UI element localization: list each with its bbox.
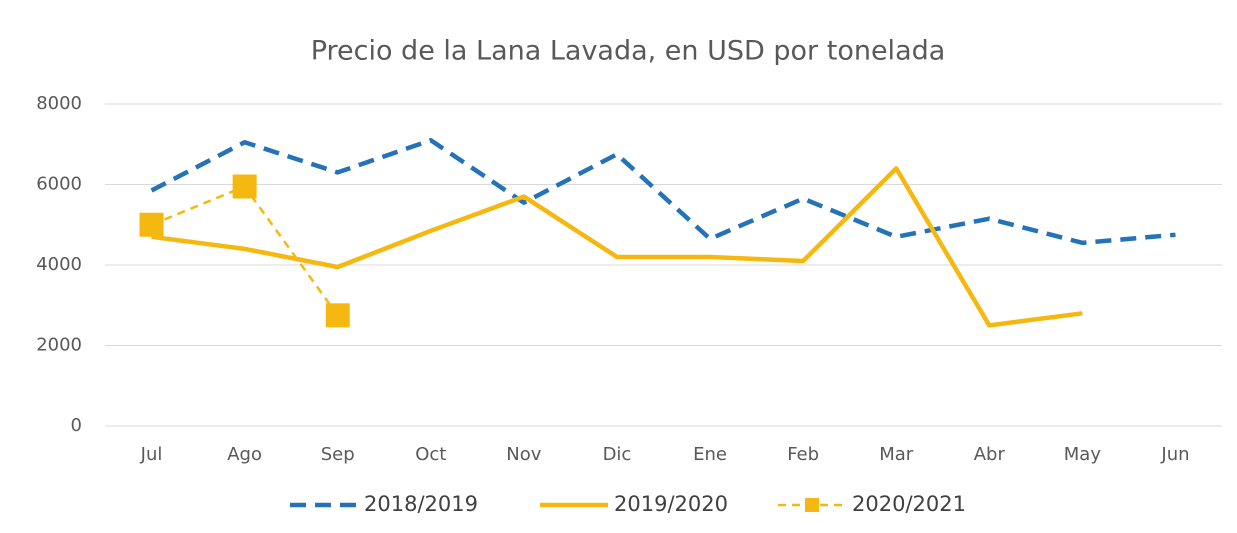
legend-label: 2020/2021 xyxy=(852,492,966,516)
y-tick-label: 0 xyxy=(71,415,82,436)
x-tick-label: Feb xyxy=(787,444,819,465)
x-tick-label: Jun xyxy=(1160,444,1189,465)
legend-label: 2018/2019 xyxy=(364,492,478,516)
x-tick-label: Nov xyxy=(506,444,541,465)
y-tick-label: 8000 xyxy=(36,93,82,114)
x-tick-label: Dic xyxy=(603,444,632,465)
series-marker xyxy=(325,303,350,328)
legend-marker xyxy=(805,498,819,512)
y-tick-label: 6000 xyxy=(36,174,82,195)
y-tick-label: 4000 xyxy=(36,254,82,275)
x-tick-label: Sep xyxy=(321,444,355,465)
series-line xyxy=(150,137,1176,246)
x-tick-label: Abr xyxy=(974,444,1006,465)
x-tick-label: Oct xyxy=(415,444,446,465)
series-marker xyxy=(232,174,257,199)
series-marker xyxy=(139,212,164,237)
x-tick-label: Mar xyxy=(879,444,914,465)
x-tick-label: May xyxy=(1064,444,1102,465)
chart-title: Precio de la Lana Lavada, en USD por ton… xyxy=(311,36,946,67)
series-line xyxy=(151,166,1083,328)
legend-label: 2019/2020 xyxy=(614,492,728,516)
x-tick-label: Ago xyxy=(227,444,262,465)
x-tick-label: Ene xyxy=(693,444,727,465)
x-tick-label: Jul xyxy=(140,444,163,465)
y-tick-label: 2000 xyxy=(36,335,82,356)
